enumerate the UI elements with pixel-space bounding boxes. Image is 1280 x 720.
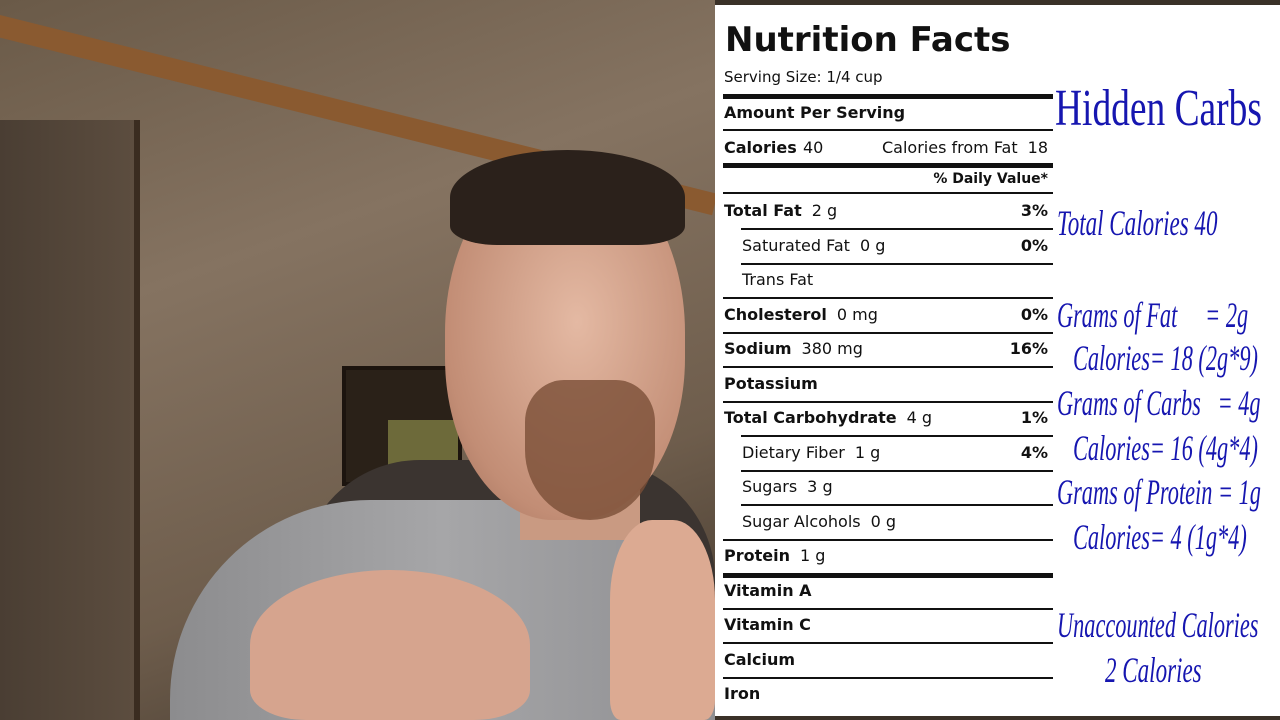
nutrient-row-label: Iron — [724, 686, 760, 702]
calories-from-fat: Calories from Fat — [882, 138, 1018, 157]
annotation-protein-calories: Calories= 4 (1g*4) — [1073, 517, 1247, 557]
nutrient-row-label: Sodium 380 mg — [724, 341, 863, 357]
annotation-unaccounted-value: 2 Calories — [1105, 650, 1202, 690]
divider — [723, 331, 1053, 334]
nutrient-row-label: Vitamin A — [724, 580, 812, 600]
nutrient-row-label: Cholesterol 0 mg — [724, 304, 878, 324]
divider — [741, 435, 1053, 437]
nutrient-name: Total Carbohydrate — [724, 408, 897, 427]
divider — [741, 504, 1053, 506]
nutrient-amount: 1 g — [854, 442, 881, 462]
annotation-carb-grams: Grams of Carbs = 4g — [1057, 383, 1261, 423]
divider — [741, 469, 1053, 472]
divider — [741, 228, 1053, 230]
nutrient-name: Calcium — [724, 649, 796, 669]
nutrient-row-label: Sugar Alcohols 0 g — [742, 511, 897, 531]
nutrient-row-label: Protein 1 g — [724, 548, 825, 564]
nutrient-amount: 0 g — [870, 511, 897, 531]
nutrient-row-label: Potassium — [724, 373, 818, 393]
nutrient-daily-value: 0% — [1020, 304, 1048, 324]
nutrient-name: Sugar Alcohols — [742, 511, 861, 531]
calories-from-fat-line: Calories from Fat 18 — [882, 140, 1048, 156]
nutrient-amount: 1 g — [799, 546, 826, 565]
nutrition-panel: Nutrition Facts Serving Size: 1/4 cup Am… — [715, 5, 1280, 716]
nutrient-name: Iron — [724, 684, 761, 703]
divider — [723, 192, 1053, 194]
divider — [723, 676, 1053, 679]
nutrient-row-label: Trans Fat — [742, 272, 813, 288]
nutrient-amount: 3 g — [807, 477, 833, 496]
nutrient-daily-value: 4% — [1020, 442, 1048, 462]
divider — [723, 573, 1053, 578]
calories-from-fat-value: 18 — [1027, 138, 1048, 157]
nutrient-name: Sodium — [724, 339, 792, 358]
nutrient-name: Sugars — [742, 477, 798, 496]
nutrient-name: Trans Fat — [742, 270, 814, 289]
nutrient-daily-value: 16% — [1009, 339, 1048, 358]
nutrient-row-label: Sugars 3 g — [742, 479, 833, 495]
annotation-fat-grams: Grams of Fat = 2g — [1057, 295, 1249, 335]
annotation-total-calories: Total Calories 40 — [1057, 203, 1218, 243]
annotation-fat-calories: Calories= 18 (2g*9) — [1073, 338, 1258, 378]
nutrient-name: Total Fat — [724, 201, 802, 220]
nutrient-name: Vitamin C — [724, 615, 811, 634]
nutrient-amount: 0 g — [859, 235, 886, 255]
person-hair — [450, 150, 685, 245]
nutrient-name: Cholesterol — [724, 304, 827, 324]
nutrient-name: Protein — [724, 546, 790, 565]
annotation-unaccounted: Unaccounted Calories — [1057, 605, 1259, 645]
person-hand-left — [250, 570, 530, 720]
annotation-carb-calories: Calories= 16 (4g*4) — [1073, 428, 1258, 468]
nutrient-name: Saturated Fat — [742, 235, 850, 255]
nutrient-daily-value: 1% — [1020, 408, 1048, 427]
nutrient-name: Vitamin A — [724, 580, 812, 600]
nutrient-row-label: Total Carbohydrate 4 g — [724, 410, 932, 426]
nutrient-row-label: Total Fat 2 g — [724, 203, 837, 219]
divider — [723, 163, 1053, 168]
nutrient-name: Dietary Fiber — [742, 442, 845, 462]
nutrient-amount: 2 g — [811, 201, 838, 220]
nutrient-row-label: Vitamin C — [724, 617, 811, 633]
nutrient-row-label: Dietary Fiber 1 g — [742, 442, 881, 462]
video-scene — [0, 0, 715, 720]
divider — [723, 400, 1053, 403]
doorway — [0, 120, 140, 720]
divider — [723, 538, 1053, 541]
divider — [723, 297, 1053, 299]
person-beard — [525, 380, 655, 520]
divider — [723, 607, 1053, 610]
nutrient-daily-value: 0% — [1020, 235, 1048, 255]
divider — [723, 94, 1053, 99]
divider — [741, 262, 1053, 265]
nutrient-row-label: Saturated Fat 0 g — [742, 235, 886, 255]
divider — [723, 129, 1053, 131]
divider — [723, 366, 1053, 368]
annotation-heading: Hidden Carbs — [1055, 80, 1262, 137]
nutrient-name: Potassium — [724, 373, 818, 393]
nutrient-amount: 380 mg — [801, 339, 863, 358]
label-title: Nutrition Facts — [725, 20, 1011, 60]
nutrient-row-label: Calcium — [724, 649, 796, 669]
divider — [723, 642, 1053, 644]
amount-per-serving: Amount Per Serving — [724, 103, 906, 122]
person-hand-right — [610, 520, 715, 720]
calories-value: 40 — [803, 138, 824, 157]
calories-label: Calories — [724, 138, 797, 157]
serving-size: Serving Size: 1/4 cup — [724, 68, 883, 86]
annotation-protein-grams: Grams of Protein = 1g — [1057, 472, 1261, 512]
nutrient-amount: 4 g — [906, 408, 933, 427]
nutrient-daily-value: 3% — [1020, 201, 1048, 220]
daily-value-header: % Daily Value* — [933, 171, 1048, 187]
nutrient-amount: 0 mg — [836, 304, 878, 324]
